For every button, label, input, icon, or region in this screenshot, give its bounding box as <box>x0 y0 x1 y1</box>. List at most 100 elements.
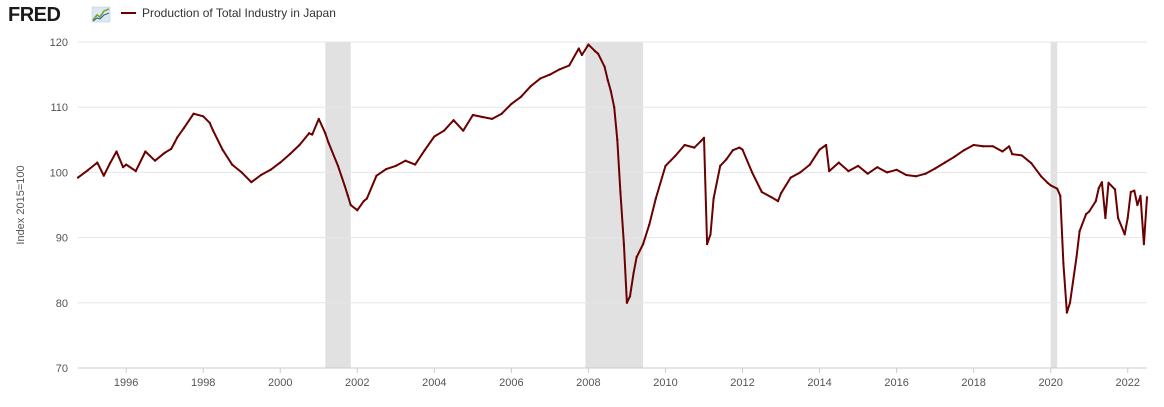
data-point[interactable] <box>934 167 937 170</box>
data-point[interactable] <box>433 135 436 138</box>
data-point[interactable] <box>613 106 616 109</box>
data-point[interactable] <box>356 209 359 212</box>
data-point[interactable] <box>343 184 346 187</box>
data-point[interactable] <box>375 174 378 177</box>
data-point[interactable] <box>828 169 831 173</box>
data-point[interactable] <box>144 150 147 153</box>
data-point[interactable] <box>664 164 667 167</box>
data-point[interactable] <box>500 112 503 115</box>
data-point[interactable] <box>693 146 696 149</box>
data-point[interactable] <box>876 166 879 169</box>
data-point[interactable] <box>288 153 291 156</box>
data-point[interactable] <box>324 132 327 135</box>
fred-logo[interactable]: FRED <box>8 4 61 26</box>
data-point[interactable] <box>1113 188 1117 191</box>
data-point[interactable] <box>609 89 612 92</box>
data-point[interactable] <box>738 146 741 149</box>
data-point[interactable] <box>603 65 606 68</box>
data-point[interactable] <box>866 172 869 175</box>
data-point[interactable] <box>539 77 542 80</box>
data-point[interactable] <box>423 149 426 152</box>
data-point[interactable] <box>134 169 137 173</box>
data-point[interactable] <box>1145 196 1149 199</box>
data-point[interactable] <box>346 194 349 197</box>
data-point[interactable] <box>1139 194 1142 197</box>
data-point[interactable] <box>240 171 243 174</box>
data-point[interactable] <box>76 176 80 179</box>
data-point[interactable] <box>510 102 513 106</box>
data-point[interactable] <box>625 301 629 304</box>
data-point[interactable] <box>385 168 388 171</box>
data-point[interactable] <box>1133 189 1136 192</box>
data-point[interactable] <box>702 136 706 139</box>
data-point[interactable] <box>1100 181 1104 184</box>
data-point[interactable] <box>577 47 580 50</box>
data-point[interactable] <box>837 161 840 164</box>
data-point[interactable] <box>1075 256 1078 259</box>
data-point[interactable] <box>924 172 927 175</box>
data-point[interactable] <box>776 199 780 203</box>
data-point[interactable] <box>709 233 712 236</box>
data-point[interactable] <box>606 78 609 81</box>
data-point[interactable] <box>1062 262 1065 265</box>
data-point[interactable] <box>1030 162 1033 165</box>
data-point[interactable] <box>269 168 272 171</box>
data-point[interactable] <box>632 272 635 275</box>
data-point[interactable] <box>394 164 397 167</box>
data-point[interactable] <box>885 171 889 174</box>
data-point[interactable] <box>308 132 311 135</box>
data-point[interactable] <box>1097 186 1100 190</box>
data-point[interactable] <box>365 197 369 200</box>
data-point[interactable] <box>953 155 956 158</box>
data-point[interactable] <box>1001 150 1004 153</box>
data-point[interactable] <box>1056 187 1059 190</box>
data-point[interactable] <box>789 176 792 179</box>
data-point[interactable] <box>943 161 946 164</box>
data-point[interactable] <box>593 50 597 53</box>
data-point[interactable] <box>725 158 728 161</box>
data-point[interactable] <box>1117 216 1120 220</box>
data-point[interactable] <box>1088 210 1091 213</box>
data-point[interactable] <box>202 115 205 118</box>
data-point[interactable] <box>760 190 763 194</box>
data-point[interactable] <box>1068 301 1072 304</box>
data-point[interactable] <box>982 145 985 148</box>
data-point[interactable] <box>683 143 686 147</box>
data-point[interactable] <box>221 148 224 151</box>
data-point[interactable] <box>529 85 532 88</box>
data-point[interactable] <box>972 143 975 147</box>
data-point[interactable] <box>230 163 234 166</box>
data-point[interactable] <box>1094 199 1097 203</box>
data-point[interactable] <box>587 43 590 46</box>
data-point[interactable] <box>558 68 561 71</box>
data-point[interactable] <box>1107 181 1110 184</box>
data-point[interactable] <box>491 117 494 121</box>
data-point[interactable] <box>699 140 703 143</box>
data-point[interactable] <box>751 171 754 174</box>
data-point[interactable] <box>452 119 455 122</box>
data-point[interactable] <box>799 171 802 174</box>
data-point[interactable] <box>741 148 744 151</box>
data-point[interactable] <box>856 164 860 167</box>
data-point[interactable] <box>102 174 105 177</box>
data-point[interactable] <box>125 163 128 166</box>
data-point[interactable] <box>471 113 474 117</box>
data-point[interactable] <box>1039 175 1043 178</box>
data-point[interactable] <box>616 138 619 141</box>
data-point[interactable] <box>568 64 571 67</box>
data-point[interactable] <box>182 126 186 130</box>
data-point[interactable] <box>327 141 330 144</box>
data-point[interactable] <box>808 163 812 166</box>
data-point[interactable] <box>170 147 173 151</box>
data-point[interactable] <box>519 95 523 98</box>
data-point[interactable] <box>362 199 365 203</box>
data-point[interactable] <box>648 223 651 226</box>
data-point[interactable] <box>1020 154 1023 157</box>
data-point[interactable] <box>580 53 583 57</box>
legend-label[interactable]: Production of Total Industry in Japan <box>142 6 336 20</box>
data-point[interactable] <box>1059 194 1062 197</box>
data-point[interactable] <box>914 175 917 178</box>
data-point[interactable] <box>208 121 211 124</box>
data-point[interactable] <box>895 168 898 171</box>
data-point[interactable] <box>1011 153 1014 156</box>
